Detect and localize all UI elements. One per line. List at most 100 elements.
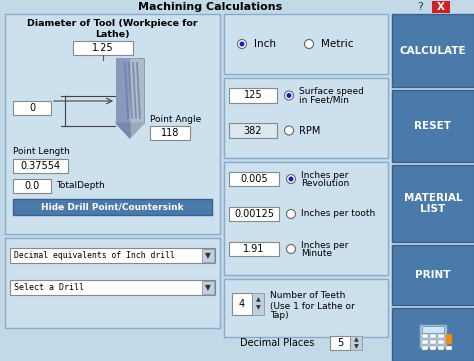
- Text: 4: 4: [239, 299, 245, 309]
- Text: Point Length: Point Length: [13, 148, 70, 157]
- Text: 382: 382: [244, 126, 262, 135]
- Text: RESET: RESET: [414, 121, 452, 131]
- Text: 0.005: 0.005: [240, 174, 268, 184]
- Text: 0.00125: 0.00125: [234, 209, 274, 219]
- Text: Tap): Tap): [270, 312, 289, 321]
- Bar: [229, 123, 277, 138]
- Bar: [224, 279, 388, 337]
- Text: Inch: Inch: [254, 39, 276, 49]
- Text: PRINT: PRINT: [415, 270, 451, 280]
- Bar: [229, 242, 279, 256]
- Text: Diameter of Tool (Workpiece for: Diameter of Tool (Workpiece for: [27, 19, 198, 29]
- Text: X: X: [437, 2, 445, 12]
- Text: 1.25: 1.25: [92, 43, 114, 53]
- Bar: [438, 345, 444, 349]
- Bar: [10, 280, 215, 295]
- Circle shape: [237, 39, 246, 48]
- Bar: [229, 88, 277, 103]
- Polygon shape: [116, 123, 130, 138]
- Text: Point Angle: Point Angle: [150, 114, 201, 123]
- Circle shape: [286, 244, 295, 253]
- Bar: [73, 41, 133, 55]
- Bar: [392, 14, 474, 87]
- Bar: [392, 90, 474, 162]
- Bar: [5, 14, 220, 234]
- Text: ▼: ▼: [205, 283, 211, 292]
- Bar: [392, 165, 474, 242]
- Bar: [422, 326, 444, 332]
- Bar: [13, 159, 68, 173]
- Text: Inches per: Inches per: [301, 171, 348, 180]
- Polygon shape: [116, 123, 144, 138]
- Bar: [116, 58, 130, 123]
- Circle shape: [284, 91, 293, 100]
- Bar: [224, 14, 388, 74]
- Text: ▼: ▼: [354, 344, 358, 349]
- Bar: [392, 308, 474, 361]
- Text: 125: 125: [244, 91, 262, 100]
- Bar: [422, 345, 428, 349]
- Text: Inches per: Inches per: [301, 242, 348, 251]
- Text: 5: 5: [337, 338, 343, 348]
- Bar: [422, 339, 428, 344]
- Text: ▼: ▼: [205, 251, 211, 260]
- Bar: [430, 339, 436, 344]
- Bar: [252, 293, 264, 315]
- Bar: [13, 199, 212, 215]
- Bar: [330, 336, 350, 350]
- Circle shape: [286, 209, 295, 218]
- Circle shape: [239, 42, 245, 47]
- Circle shape: [286, 174, 295, 183]
- Bar: [202, 249, 214, 262]
- Bar: [430, 334, 436, 338]
- Text: ▲: ▲: [354, 338, 358, 343]
- Text: Number of Teeth: Number of Teeth: [270, 291, 346, 300]
- Bar: [229, 207, 279, 221]
- Text: 1.91: 1.91: [243, 244, 264, 254]
- Text: Minute: Minute: [301, 248, 332, 257]
- Bar: [116, 58, 144, 123]
- Text: Select a Drill: Select a Drill: [14, 283, 84, 292]
- Bar: [229, 172, 279, 186]
- Bar: [224, 78, 388, 158]
- Text: Metric: Metric: [321, 39, 354, 49]
- Bar: [150, 126, 190, 140]
- Text: RPM: RPM: [299, 126, 320, 135]
- Text: MATERIAL
LIST: MATERIAL LIST: [404, 193, 462, 214]
- Text: 0: 0: [29, 103, 35, 113]
- Text: Surface speed: Surface speed: [299, 87, 364, 96]
- Bar: [10, 248, 215, 263]
- Bar: [422, 334, 428, 338]
- Text: ▼: ▼: [255, 305, 260, 310]
- Circle shape: [289, 177, 293, 182]
- Bar: [232, 293, 252, 315]
- Text: CALCULATE: CALCULATE: [400, 45, 466, 56]
- Circle shape: [286, 93, 292, 98]
- Text: Decimal Places: Decimal Places: [240, 338, 314, 348]
- Text: ?: ?: [417, 2, 423, 12]
- Text: 118: 118: [161, 128, 179, 138]
- Bar: [432, 1, 450, 13]
- Bar: [5, 238, 220, 328]
- Text: Lathe): Lathe): [95, 30, 130, 39]
- Bar: [224, 162, 388, 275]
- Text: 0.0: 0.0: [24, 181, 40, 191]
- Bar: [392, 245, 474, 305]
- Text: ▲: ▲: [255, 297, 260, 303]
- Text: Inches per tooth: Inches per tooth: [301, 209, 375, 218]
- Bar: [430, 345, 436, 349]
- Text: (Use 1 for Lathe or: (Use 1 for Lathe or: [270, 301, 355, 310]
- Text: Hide Drill Point/Countersink: Hide Drill Point/Countersink: [41, 203, 184, 212]
- Bar: [202, 281, 214, 294]
- Bar: [438, 334, 444, 338]
- Text: Decimal equivalents of Inch drill: Decimal equivalents of Inch drill: [14, 251, 175, 260]
- Bar: [419, 323, 447, 348]
- Bar: [350, 336, 362, 350]
- Bar: [0, 0, 474, 14]
- Text: Machining Calculations: Machining Calculations: [138, 2, 282, 12]
- Text: in Feet/Min: in Feet/Min: [299, 96, 349, 104]
- Text: 0.37554: 0.37554: [20, 161, 61, 171]
- Circle shape: [304, 39, 313, 48]
- Bar: [446, 345, 452, 349]
- Text: TotalDepth: TotalDepth: [56, 182, 105, 191]
